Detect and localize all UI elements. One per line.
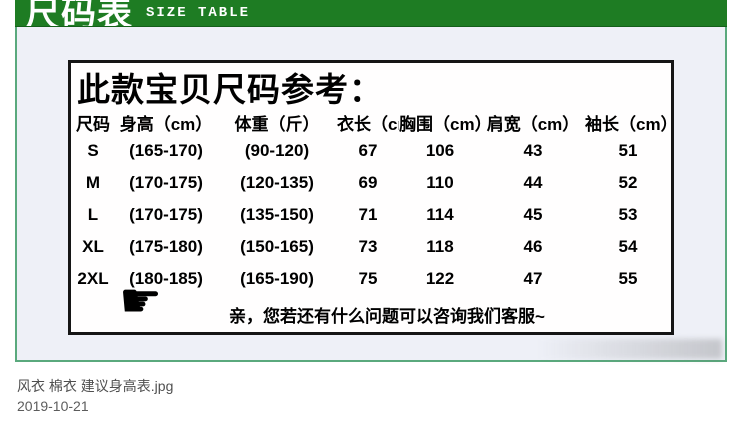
table-cell: (165-190) [240, 269, 314, 288]
table-cell: 69 [358, 173, 378, 192]
table-cell: 110 [426, 173, 454, 192]
table-cell: 106 [425, 141, 455, 160]
table-cell: 44 [523, 173, 543, 192]
table-cell: 53 [618, 205, 638, 224]
table-cell: 52 [618, 173, 638, 192]
table-cell: 54 [618, 237, 638, 256]
size-table-image: 尺码表 SIZE TABLE 此款宝贝尺码参考： 尺码 身高（cm） 体重（斤） 衣长… [15, 0, 727, 362]
column-header: 体重（斤） [234, 115, 320, 134]
table-cell: 118 [426, 237, 454, 256]
table-cell: (120-135) [240, 173, 314, 192]
table-cell: (180-185) [129, 269, 203, 288]
table-cell: (150-165) [240, 237, 314, 256]
table-cell: 55 [618, 269, 638, 288]
table-cell: 73 [358, 237, 378, 256]
table-cell: (165-170) [129, 141, 203, 160]
banner-title-cn: 尺码表 [25, 0, 134, 27]
column-header: 肩宽（cm） [486, 115, 580, 134]
size-chart-title: 此款宝贝尺码参考： [77, 71, 383, 108]
table-cell: S [87, 141, 99, 160]
table-cell: 46 [523, 237, 543, 256]
banner-title-en: SIZE TABLE [146, 5, 251, 21]
table-cell: 122 [425, 269, 455, 288]
table-row: XL (175-180) (150-165) 73 118 46 54 [71, 231, 671, 263]
shadow-artifact [537, 339, 722, 359]
table-cell: 47 [523, 269, 543, 288]
table-cell: 114 [426, 205, 454, 224]
table-cell: (170-175) [129, 173, 203, 192]
table-cell: 67 [358, 141, 378, 160]
file-date: 2019-10-21 [17, 398, 89, 414]
column-header: 衣长（cm） [337, 115, 399, 134]
column-header: 袖长（cm） [585, 115, 671, 134]
table-row: L (170-175) (135-150) 71 114 45 53 [71, 199, 671, 231]
table-cell: (90-120) [244, 141, 310, 160]
note-row: ☛ 亲，您若还有什么问题可以咨询我们客服~ [71, 277, 671, 336]
image-caption: 风衣 棉衣 建议身高表.jpg 2019-10-21 [17, 376, 173, 416]
service-note-text: 亲，您若还有什么问题可以咨询我们客服~ [229, 307, 545, 326]
table-cell: 43 [523, 141, 543, 160]
table-row: 2XL (180-185) (165-190) 75 122 47 55 [71, 263, 671, 295]
column-header: 胸围（cm） [399, 115, 481, 134]
table-cell: (135-150) [240, 205, 314, 224]
table-cell: 51 [618, 141, 638, 160]
table-cell: 2XL [77, 269, 109, 288]
table-row: M (170-175) (120-135) 69 110 44 52 [71, 167, 671, 199]
table-cell: 75 [358, 269, 378, 288]
table-cell: (170-175) [129, 205, 203, 224]
banner: 尺码表 SIZE TABLE [15, 0, 727, 27]
table-cell: 71 [358, 205, 378, 224]
column-header: 身高（cm） [119, 115, 213, 134]
column-header: 尺码 [76, 115, 110, 134]
table-cell: L [87, 205, 99, 224]
file-name: 风衣 棉衣 建议身高表.jpg [17, 378, 174, 394]
table-cell: 45 [523, 205, 543, 224]
table-cell: (175-180) [129, 237, 203, 256]
table-cell: M [85, 173, 101, 192]
table-cell: XL [82, 237, 104, 256]
pointing-hand-icon: ☛ [119, 273, 163, 329]
table-row: S (165-170) (90-120) 67 106 43 51 [71, 135, 671, 167]
